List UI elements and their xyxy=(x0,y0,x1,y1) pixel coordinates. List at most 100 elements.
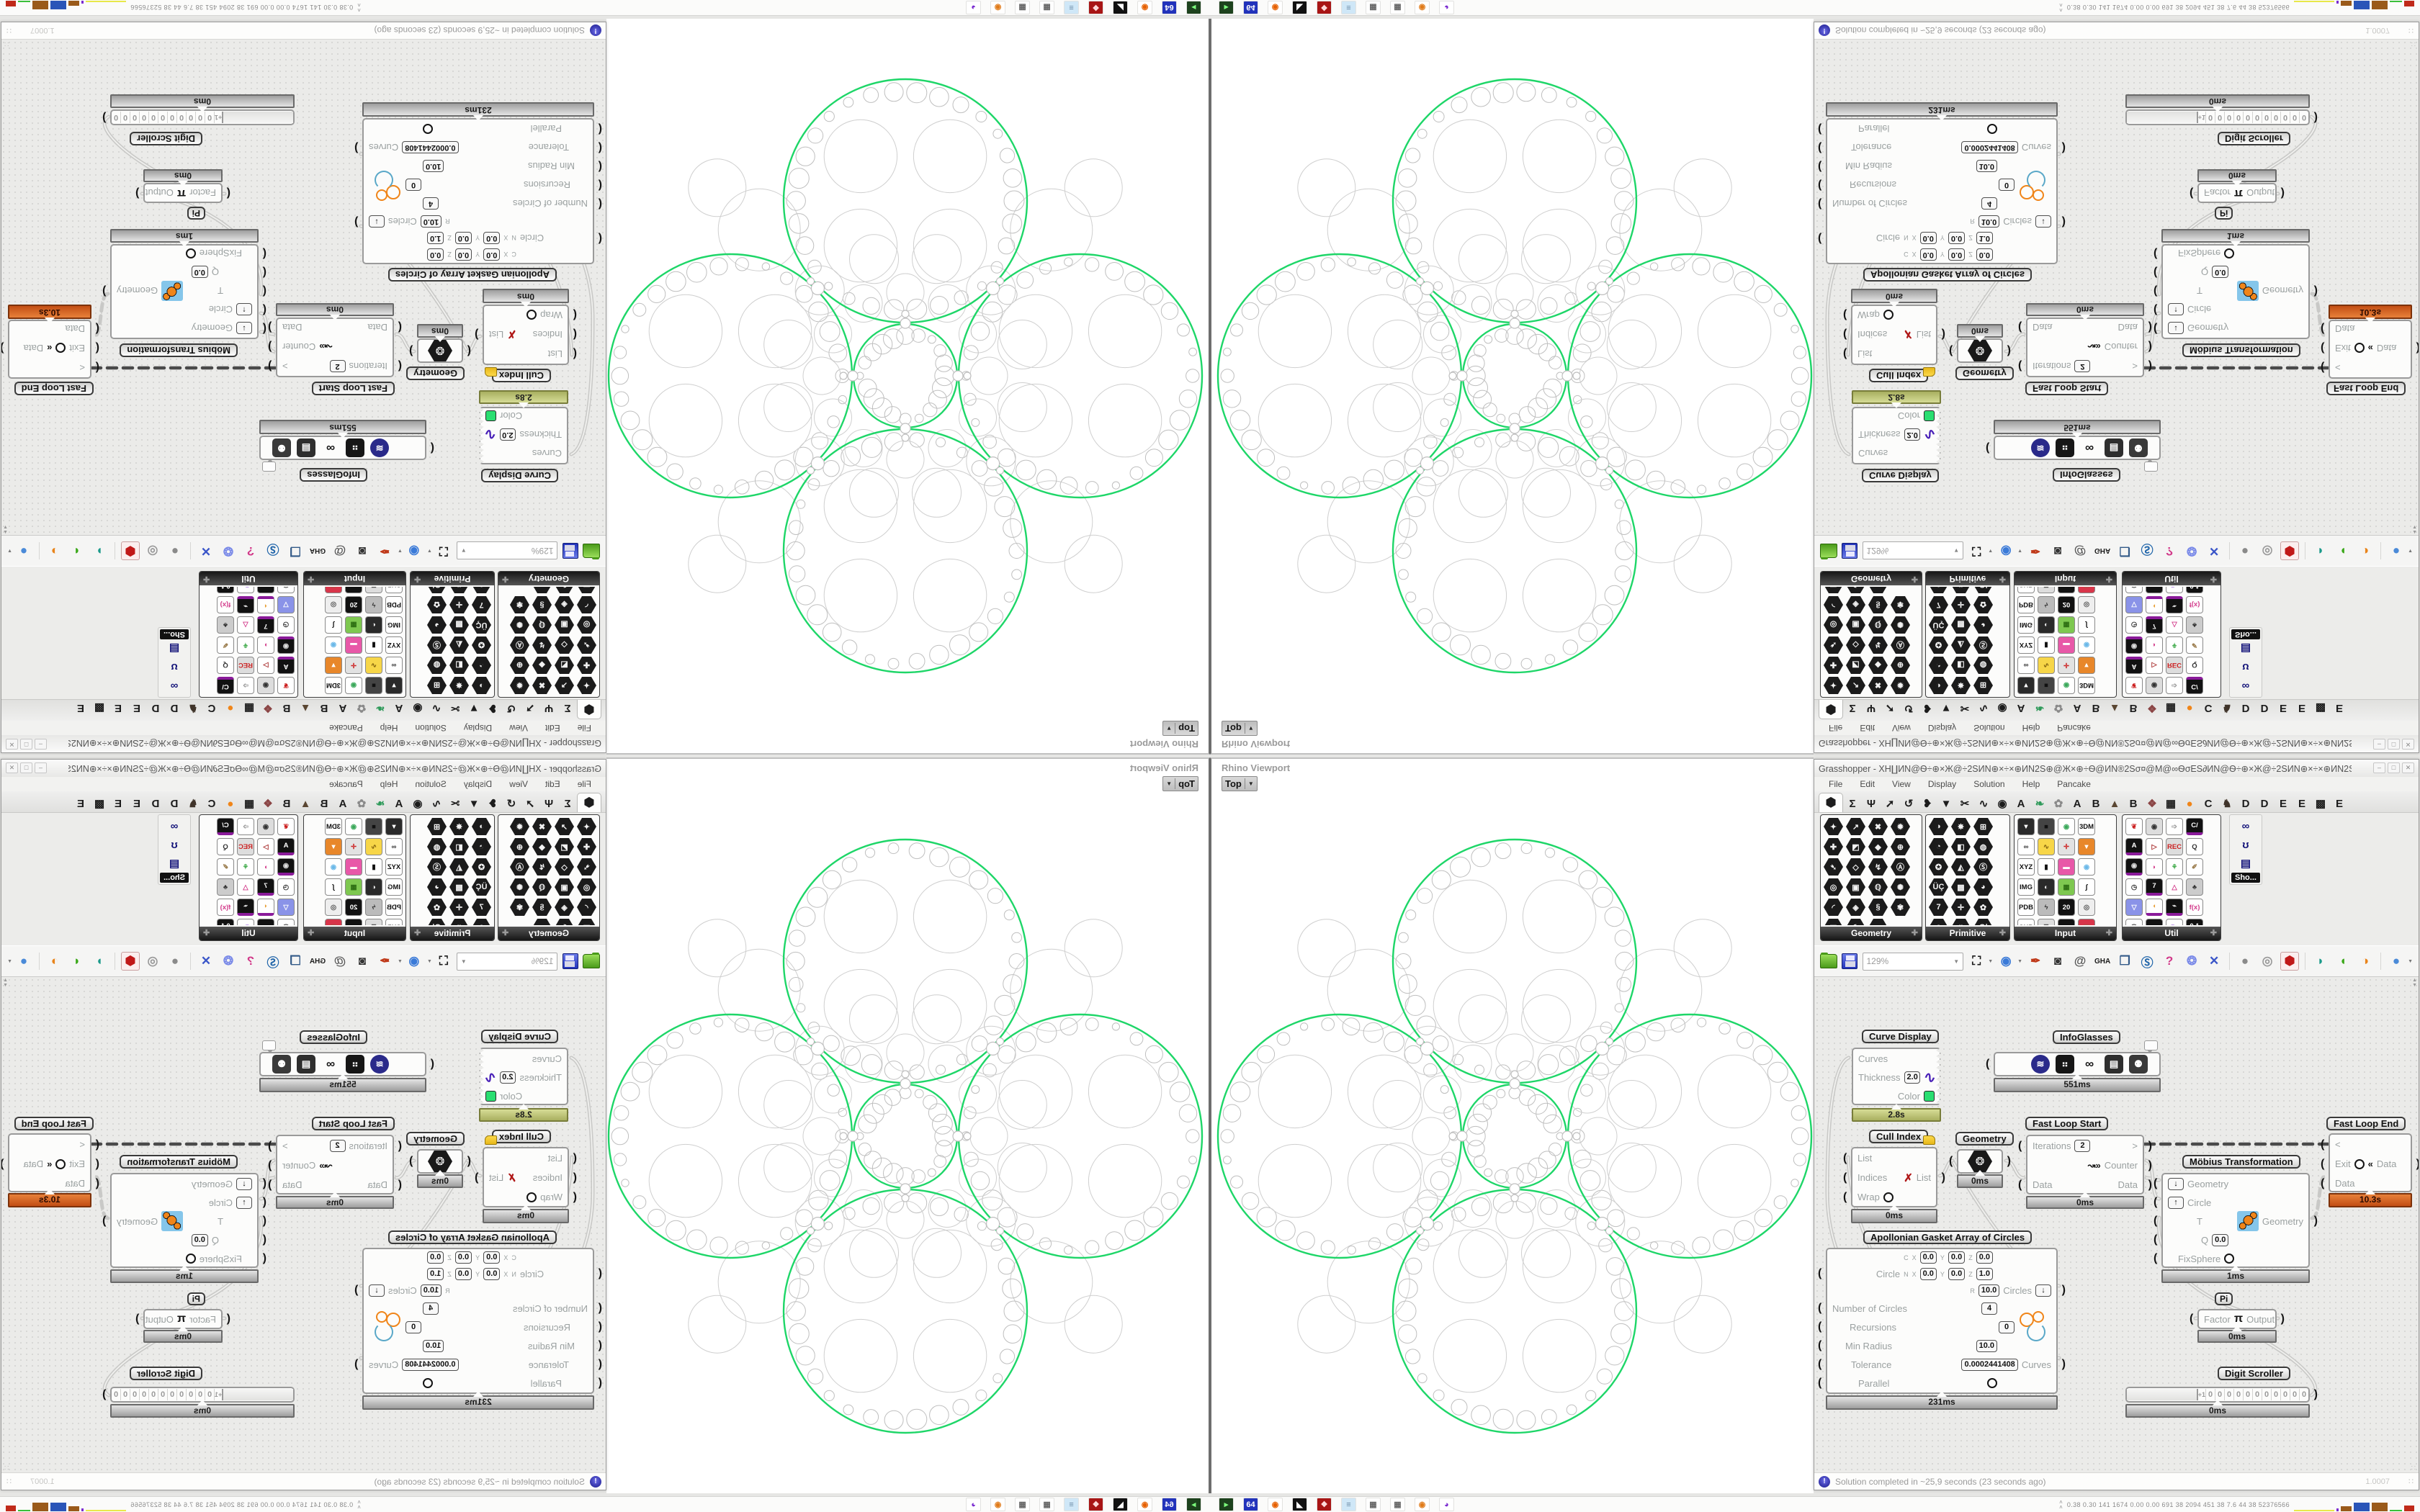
component-icon[interactable]: ◈ xyxy=(555,596,574,613)
glasses-pill-icon[interactable]: ≋ xyxy=(2031,438,2050,457)
infoglasses-icon[interactable]: ʊ xyxy=(171,661,178,674)
component-icon[interactable]: △ xyxy=(237,878,254,896)
gha-button[interactable]: GHA xyxy=(309,546,326,555)
category-tab-2[interactable]: Ψ xyxy=(1866,797,1876,810)
exit-toggle[interactable] xyxy=(2354,343,2365,354)
window-pen-button[interactable]: ❐ xyxy=(290,954,301,968)
component-icon[interactable]: ◌ xyxy=(532,919,552,925)
component-icon[interactable]: Pr xyxy=(2166,919,2183,925)
canvas-scrollbar[interactable]: ▲ ▼ xyxy=(2412,524,2417,534)
component-icon[interactable]: ◠ xyxy=(472,587,491,593)
fixsphere-toggle[interactable] xyxy=(2224,248,2235,258)
component-icon[interactable]: ◉ xyxy=(2058,677,2075,694)
thickness-field[interactable]: 2.0 xyxy=(1904,1071,1920,1084)
gem-red-button[interactable]: ⬢ xyxy=(2280,952,2300,971)
category-tab-7[interactable]: ✂ xyxy=(450,702,460,714)
category-tab-6[interactable]: ▼ xyxy=(468,797,480,810)
category-tab-10[interactable]: A xyxy=(2017,797,2025,810)
category-tab-23[interactable]: D xyxy=(151,702,160,715)
component-icon[interactable]: ◉ xyxy=(325,858,342,876)
component-icon[interactable]: ⊞ xyxy=(1973,818,1993,835)
parallel-toggle[interactable] xyxy=(423,1378,433,1388)
scroller-track[interactable] xyxy=(222,1389,293,1400)
goggles-icon[interactable]: ∞ xyxy=(2084,441,2094,455)
cy-field[interactable]: 0.0 xyxy=(1948,248,1966,261)
menu-item-view[interactable]: View xyxy=(1892,723,1911,733)
fast-loop-end-component[interactable]: (< (Exit«Data) (Data xyxy=(1,320,99,379)
component-icon[interactable]: ⊞ xyxy=(427,677,447,694)
category-tab-9[interactable]: ◉ xyxy=(1997,702,2007,714)
category-tab-16[interactable]: B xyxy=(2129,797,2138,810)
component-icon[interactable]: ♣ xyxy=(2186,878,2203,896)
menu-item-display[interactable]: Display xyxy=(1927,723,1957,733)
wrap-toggle[interactable] xyxy=(1883,1192,1894,1202)
infoglasses-label[interactable]: InfoGlasses xyxy=(2053,468,2120,482)
category-tab-21[interactable]: ♞ xyxy=(188,798,198,810)
category-tab-6[interactable]: ▼ xyxy=(1940,702,1952,715)
parallel-toggle[interactable] xyxy=(1987,124,1997,134)
viewport-camera-button[interactable]: Top ▼ xyxy=(1162,721,1198,736)
component-icon[interactable]: f(x) xyxy=(217,596,234,613)
component-icon[interactable]: ≣ xyxy=(365,919,382,925)
component-icon[interactable]: 0.1 xyxy=(2186,587,2203,593)
component-icon[interactable]: ÜÇ xyxy=(472,616,491,634)
category-tab-19[interactable]: ● xyxy=(2186,797,2193,810)
category-tab-2[interactable]: Ψ xyxy=(544,797,554,810)
component-icon[interactable]: ✪ xyxy=(472,636,491,654)
menu-item-pancake[interactable]: Pancake xyxy=(2057,779,2091,789)
category-tab-21[interactable]: ♞ xyxy=(2222,798,2232,810)
figure-icon[interactable]: ⚉ xyxy=(2129,1055,2148,1074)
fast-loop-start-label[interactable]: Fast Loop Start xyxy=(2025,382,2109,395)
component-icon[interactable]: ✾ xyxy=(510,596,529,613)
blob-green-button[interactable]: ◖ xyxy=(2339,954,2347,968)
component-icon[interactable]: ▼ xyxy=(2078,657,2095,674)
component-icon[interactable]: ▬ xyxy=(2058,636,2075,654)
component-icon[interactable]: ▣ xyxy=(555,616,574,634)
component-icon[interactable]: ∫ xyxy=(325,878,342,896)
scroller-track[interactable] xyxy=(2127,112,2198,123)
component-icon[interactable]: ✺ xyxy=(1891,878,1910,896)
component-icon[interactable]: 7 xyxy=(472,899,491,916)
component-icon[interactable]: ⚘ xyxy=(2166,636,2183,654)
component-icon[interactable]: ℚ xyxy=(532,878,552,896)
component-icon[interactable]: Ⓢ xyxy=(427,636,447,654)
component-icon[interactable]: f(x) xyxy=(2186,596,2203,613)
component-icon[interactable]: A xyxy=(277,838,295,855)
taskbar-icon-maze-1[interactable]: ▦ xyxy=(1039,1,1054,14)
find-button[interactable]: Ⓢ xyxy=(2141,542,2154,557)
zoom-extents-button[interactable]: ⛶ xyxy=(439,544,448,558)
category-tab-1[interactable]: Σ xyxy=(1849,702,1856,715)
component-icon[interactable]: ▩ xyxy=(449,878,469,896)
minradius-field[interactable]: 10.0 xyxy=(423,160,444,173)
bulbs-button[interactable]: ❂ xyxy=(2186,544,2197,558)
component-icon[interactable]: ϟ xyxy=(365,596,382,613)
component-icon[interactable]: ◜ xyxy=(1824,899,1843,916)
component-icon[interactable]: ϟ xyxy=(2038,899,2055,916)
close-button[interactable]: ✕ xyxy=(2402,739,2414,750)
component-icon[interactable]: ⌁ xyxy=(237,596,254,613)
dna-button[interactable]: ✕ xyxy=(200,544,212,558)
category-tab-11[interactable]: ❧ xyxy=(2035,798,2045,810)
zoom-combobox[interactable]: 129% ▼ xyxy=(456,541,558,560)
color-swatch[interactable] xyxy=(1924,411,1935,422)
component-icon[interactable]: ▣ xyxy=(1846,878,1865,896)
menu-item-edit[interactable]: Edit xyxy=(1860,779,1876,789)
curve-display-label[interactable]: Curve Display xyxy=(1862,1030,1939,1043)
category-tab-22[interactable]: D xyxy=(2241,797,2250,810)
component-icon[interactable]: ✛ xyxy=(449,899,469,916)
category-tab-9[interactable]: ◉ xyxy=(413,798,423,810)
glasses-pill-icon[interactable]: ≋ xyxy=(370,1055,389,1074)
glasses-pill-icon[interactable]: ≋ xyxy=(2031,1055,2050,1074)
fast-loop-end-label[interactable]: Fast Loop End xyxy=(14,382,94,395)
component-icon[interactable]: C/ xyxy=(217,677,234,694)
titlebar[interactable]: Grasshopper - XH∐ИN@Ѳ÷⊕×Ж@÷2SИN⊕×÷×⊕ИN2S… xyxy=(1814,760,2419,777)
category-tab-20[interactable]: C xyxy=(207,702,216,715)
component-icon[interactable]: ◭ xyxy=(449,858,469,876)
digit-cell[interactable]: 0 xyxy=(196,1389,205,1400)
viewport-camera-button[interactable]: Top ▼ xyxy=(1222,721,1258,736)
chevron-down-icon[interactable]: ▼ xyxy=(426,548,432,554)
taskbar-icon-swirl[interactable]: ◉ xyxy=(990,1498,1005,1511)
taskbar-icon-maze-2[interactable]: ▦ xyxy=(1015,1498,1030,1511)
note-icon[interactable] xyxy=(1923,367,1935,377)
component-icon[interactable]: ◉ xyxy=(345,818,362,835)
